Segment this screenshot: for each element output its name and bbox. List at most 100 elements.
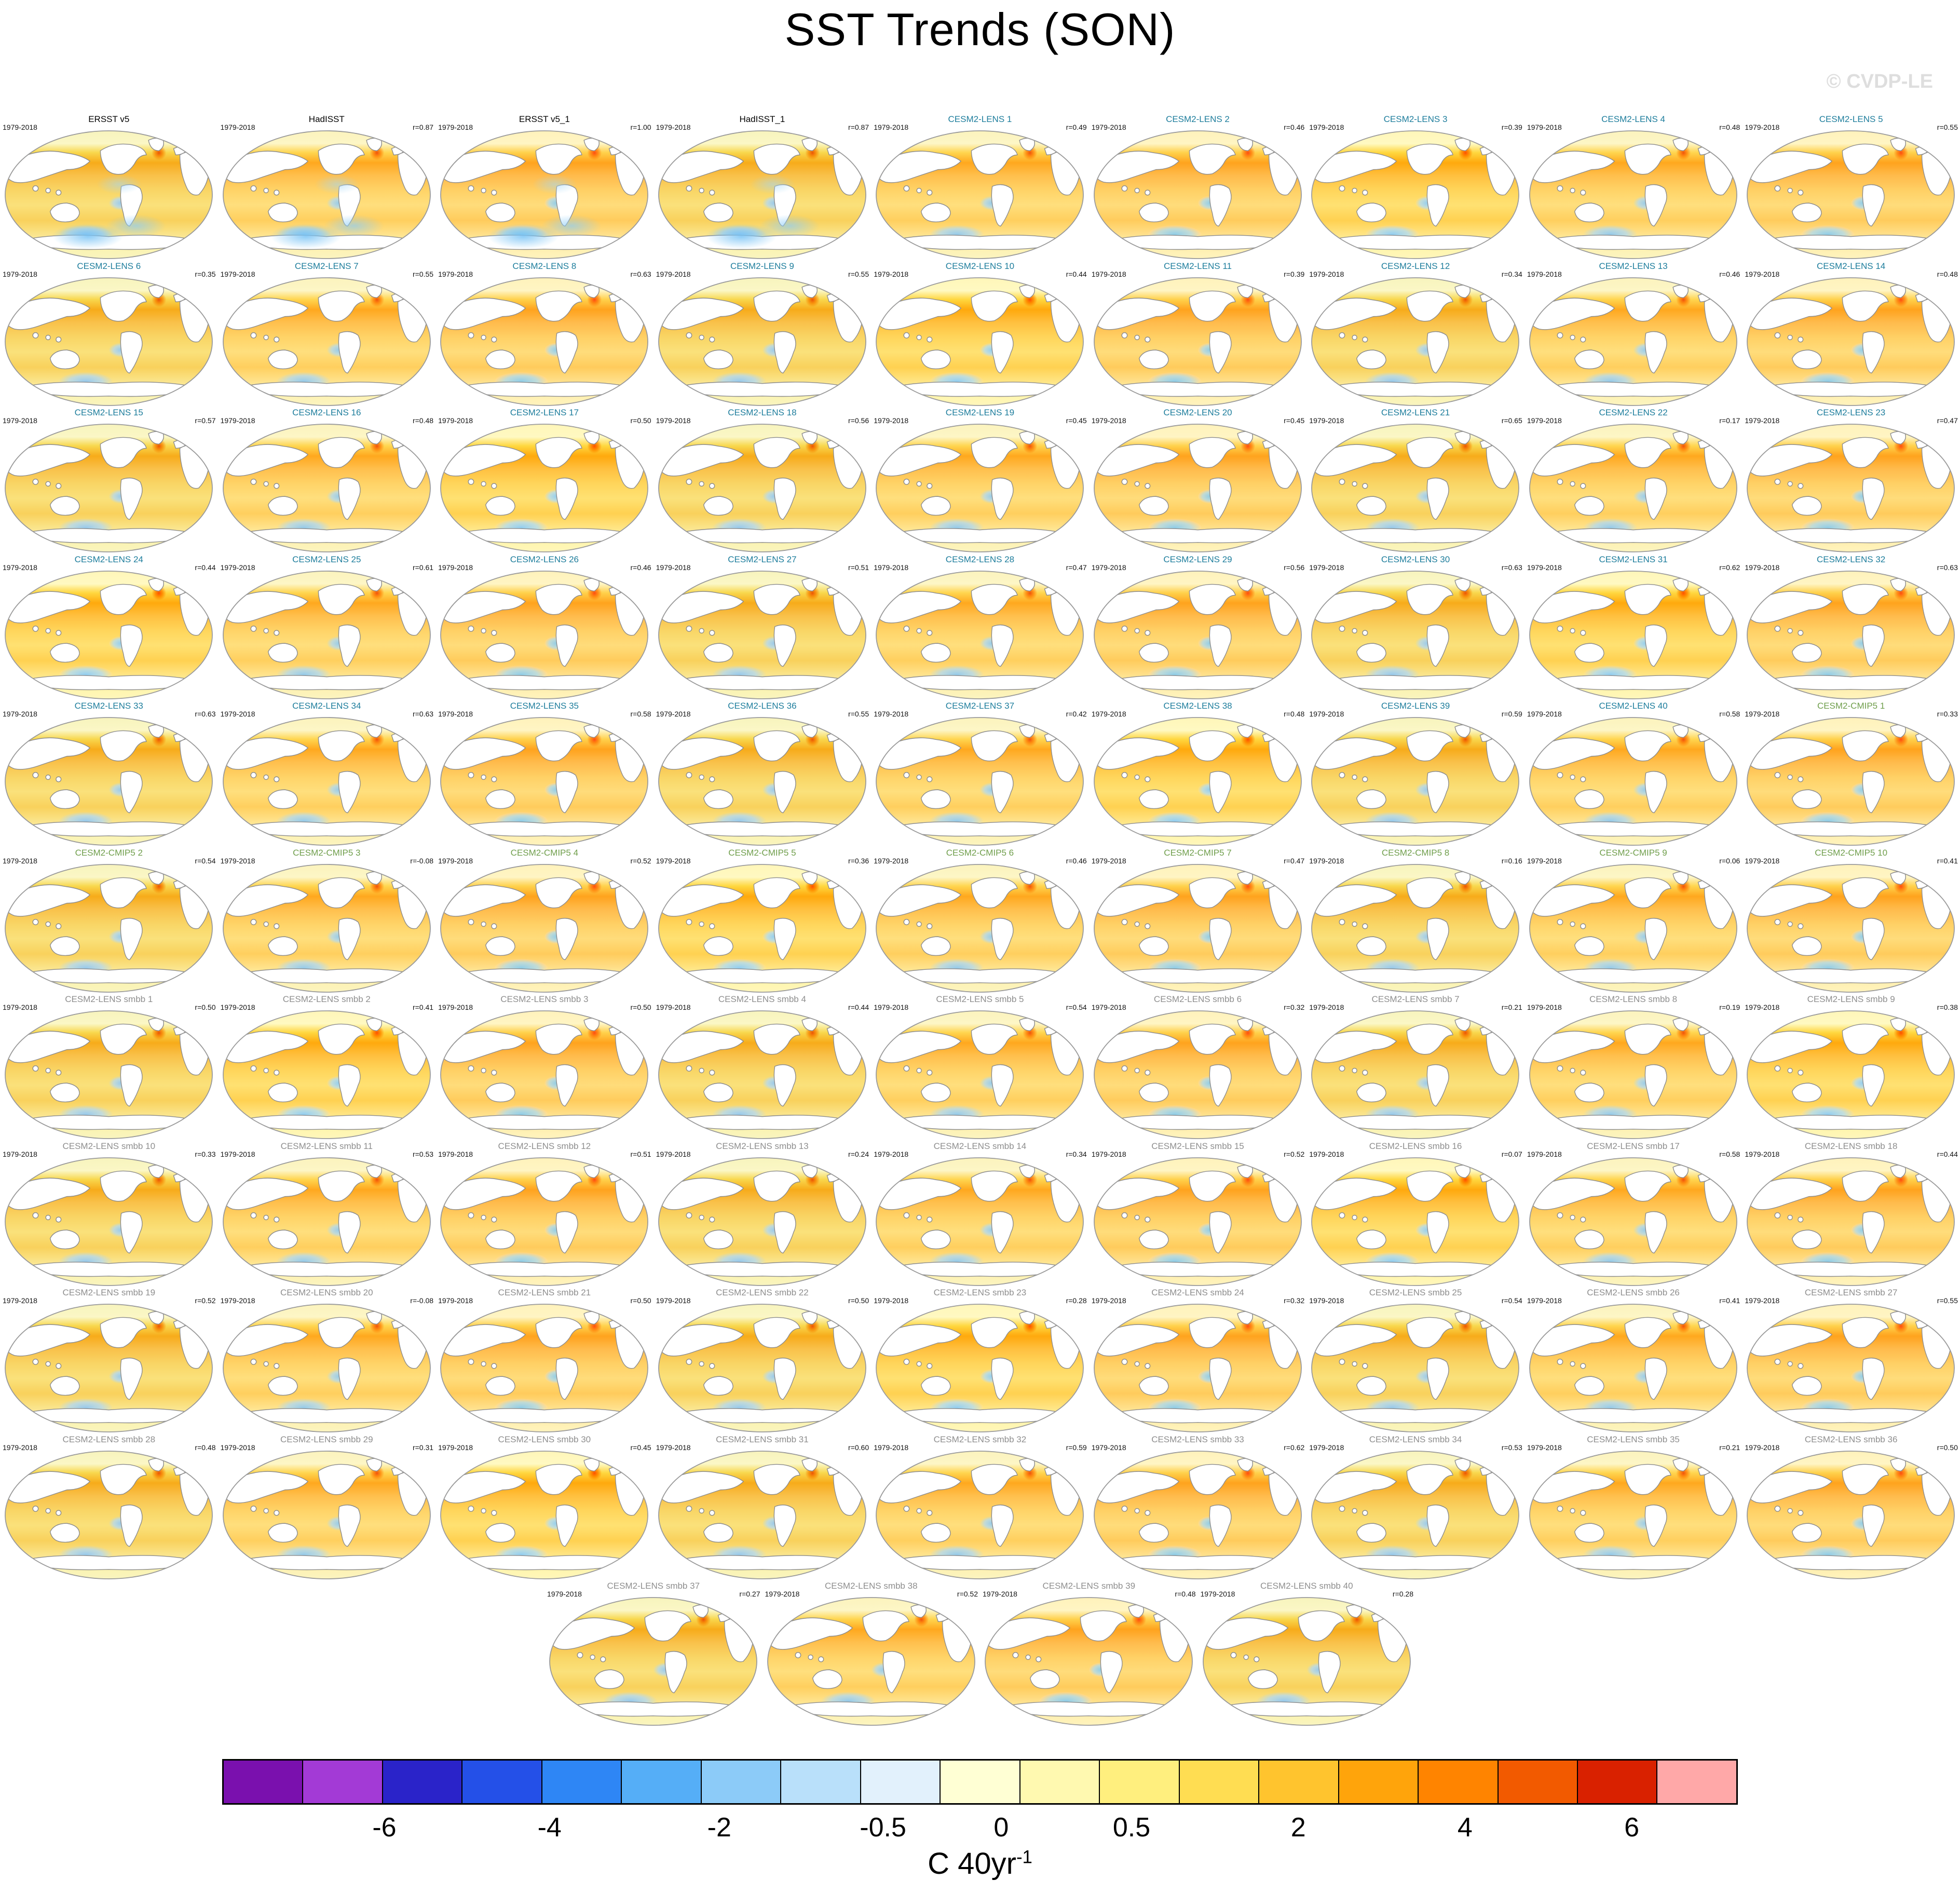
map-panel: CESM2-LENS smbb 34 1979-2018 r=0.53 xyxy=(1306,1433,1525,1580)
map-panel: CESM2-CMIP5 10 1979-2018 r=0.41 xyxy=(1742,847,1960,994)
panel-title: CESM2-LENS smbb 22 xyxy=(716,1288,809,1297)
world-map xyxy=(658,570,867,700)
colorbar-unit-exponent: -1 xyxy=(1016,1847,1032,1868)
panel-title: CESM2-LENS smbb 3 xyxy=(500,994,589,1004)
panel-r-value: r=0.54 xyxy=(1066,1003,1087,1011)
panel-r-value: r=0.41 xyxy=(1937,856,1958,865)
panel-r-value: r=0.35 xyxy=(195,269,216,278)
panel-r-value: r=0.63 xyxy=(630,269,651,278)
map-panel: CESM2-LENS 23 1979-2018 r=0.47 xyxy=(1742,407,1960,553)
panel-r-value: r=0.39 xyxy=(1284,269,1305,278)
panel-title: CESM2-LENS smbb 1 xyxy=(65,994,153,1004)
map-panel: CESM2-LENS 22 1979-2018 r=0.17 xyxy=(1525,407,1743,553)
colorbar-segment xyxy=(461,1761,541,1803)
world-map xyxy=(1746,130,1955,260)
panel-period: 1979-2018 xyxy=(656,1296,691,1305)
world-map xyxy=(658,716,867,846)
panel-title: CESM2-LENS 29 xyxy=(1163,554,1232,564)
panel-period: 1979-2018 xyxy=(438,269,473,278)
map-panel: CESM2-LENS smbb 2 1979-2018 r=0.41 xyxy=(218,993,436,1140)
panel-title: CESM2-LENS smbb 13 xyxy=(716,1141,809,1151)
colorbar-segment xyxy=(860,1761,940,1803)
world-map xyxy=(1529,1010,1738,1140)
panel-r-value: r=0.48 xyxy=(412,416,434,425)
panel-r-value: r=0.58 xyxy=(1719,710,1740,718)
world-map xyxy=(222,277,431,407)
panel-r-value: r=0.07 xyxy=(1501,1149,1522,1158)
map-panel: CESM2-LENS smbb 17 1979-2018 r=0.58 xyxy=(1525,1140,1743,1287)
panel-r-value: r=0.21 xyxy=(1719,1443,1740,1452)
panel-r-value: r=0.36 xyxy=(848,856,869,865)
colorbar-segment xyxy=(1418,1761,1498,1803)
panel-period: 1979-2018 xyxy=(438,1003,473,1011)
colorbar-tick-label: 6 xyxy=(1624,1812,1640,1843)
panel-period: 1979-2018 xyxy=(547,1590,582,1598)
panel-r-value: r=0.48 xyxy=(195,1443,216,1452)
map-panel: CESM2-LENS smbb 24 1979-2018 r=0.32 xyxy=(1089,1287,1307,1433)
panel-title: CESM2-LENS 14 xyxy=(1816,261,1886,271)
map-panel: CESM2-LENS smbb 25 1979-2018 r=0.54 xyxy=(1306,1287,1525,1433)
panel-r-value: r=0.87 xyxy=(412,123,434,131)
world-map xyxy=(875,130,1084,260)
world-map xyxy=(658,863,867,993)
panel-period: 1979-2018 xyxy=(1091,710,1126,718)
map-panel: CESM2-LENS smbb 9 1979-2018 r=0.38 xyxy=(1742,993,1960,1140)
world-map xyxy=(440,1450,649,1580)
panel-title: CESM2-CMIP5 10 xyxy=(1815,847,1888,858)
world-map xyxy=(222,570,431,700)
world-map xyxy=(658,277,867,407)
panel-period: 1979-2018 xyxy=(874,269,909,278)
panel-period: 1979-2018 xyxy=(1527,1149,1562,1158)
colorbar-ticks: -6 -4 -2 -0.5 0 0.5 2 4 6 xyxy=(222,1812,1738,1844)
colorbar-segment xyxy=(1178,1761,1259,1803)
panel-r-value: r=0.50 xyxy=(630,1003,651,1011)
panel-period: 1979-2018 xyxy=(1309,1443,1344,1452)
panel-title: CESM2-CMIP5 7 xyxy=(1164,847,1232,858)
panel-title: CESM2-LENS smbb 38 xyxy=(824,1581,918,1591)
panel-title: CESM2-LENS 27 xyxy=(728,554,797,564)
panel-period: 1979-2018 xyxy=(438,1296,473,1305)
panel-period: 1979-2018 xyxy=(874,856,909,865)
panel-period: 1979-2018 xyxy=(1745,1296,1780,1305)
colorbar-tick-label: -2 xyxy=(707,1812,731,1843)
panel-title: CESM2-LENS 5 xyxy=(1819,114,1883,124)
world-map xyxy=(440,130,649,260)
map-panel: CESM2-LENS 7 1979-2018 r=0.55 xyxy=(218,260,436,407)
colorbar-tick-label: -0.5 xyxy=(860,1812,906,1843)
map-panel: CESM2-LENS smbb 27 1979-2018 r=0.55 xyxy=(1742,1287,1960,1433)
panel-title: CESM2-LENS 31 xyxy=(1599,554,1668,564)
colorbar-segment xyxy=(1497,1761,1577,1803)
panel-period: 1979-2018 xyxy=(1091,1003,1126,1011)
panel-r-value: r=0.28 xyxy=(1066,1296,1087,1305)
panel-period: 1979-2018 xyxy=(1309,416,1344,425)
panel-title: CESM2-LENS 17 xyxy=(510,408,579,417)
map-panel: CESM2-LENS smbb 15 1979-2018 r=0.52 xyxy=(1089,1140,1307,1287)
map-panel: CESM2-LENS smbb 26 1979-2018 r=0.41 xyxy=(1525,1287,1743,1433)
panel-period: 1979-2018 xyxy=(874,123,909,131)
panel-period: 1979-2018 xyxy=(3,856,37,865)
colorbar-unit-text: C 40yr xyxy=(928,1847,1016,1881)
world-map xyxy=(222,1303,431,1433)
panel-period: 1979-2018 xyxy=(656,416,691,425)
panel-period: 1979-2018 xyxy=(1091,123,1126,131)
world-map xyxy=(875,716,1084,846)
panel-r-value: r=0.44 xyxy=(848,1003,869,1011)
panel-period: 1979-2018 xyxy=(1527,1003,1562,1011)
map-panel: CESM2-LENS smbb 36 1979-2018 r=0.50 xyxy=(1742,1433,1960,1580)
panel-grid: ERSST v5 1979-2018 HadISST 1979-2018 r=0… xyxy=(0,113,1960,1580)
map-panel: CESM2-LENS 38 1979-2018 r=0.48 xyxy=(1089,700,1307,847)
colorbar-segment xyxy=(1019,1761,1099,1803)
panel-r-value: r=0.33 xyxy=(1937,710,1958,718)
map-panel: CESM2-LENS smbb 21 1979-2018 r=0.50 xyxy=(435,1287,654,1433)
world-map xyxy=(1529,716,1738,846)
panel-title: CESM2-CMIP5 5 xyxy=(728,847,796,858)
panel-r-value: r=0.59 xyxy=(1066,1443,1087,1452)
panel-title: CESM2-CMIP5 4 xyxy=(510,847,579,858)
map-panel: CESM2-LENS smbb 23 1979-2018 r=0.28 xyxy=(871,1287,1089,1433)
panel-period: 1979-2018 xyxy=(656,269,691,278)
panel-period: 1979-2018 xyxy=(1745,1149,1780,1158)
panel-r-value: r=0.50 xyxy=(630,1296,651,1305)
panel-r-value: r=0.56 xyxy=(848,416,869,425)
map-panel: CESM2-LENS 40 1979-2018 r=0.58 xyxy=(1525,700,1743,847)
world-map xyxy=(440,1010,649,1140)
